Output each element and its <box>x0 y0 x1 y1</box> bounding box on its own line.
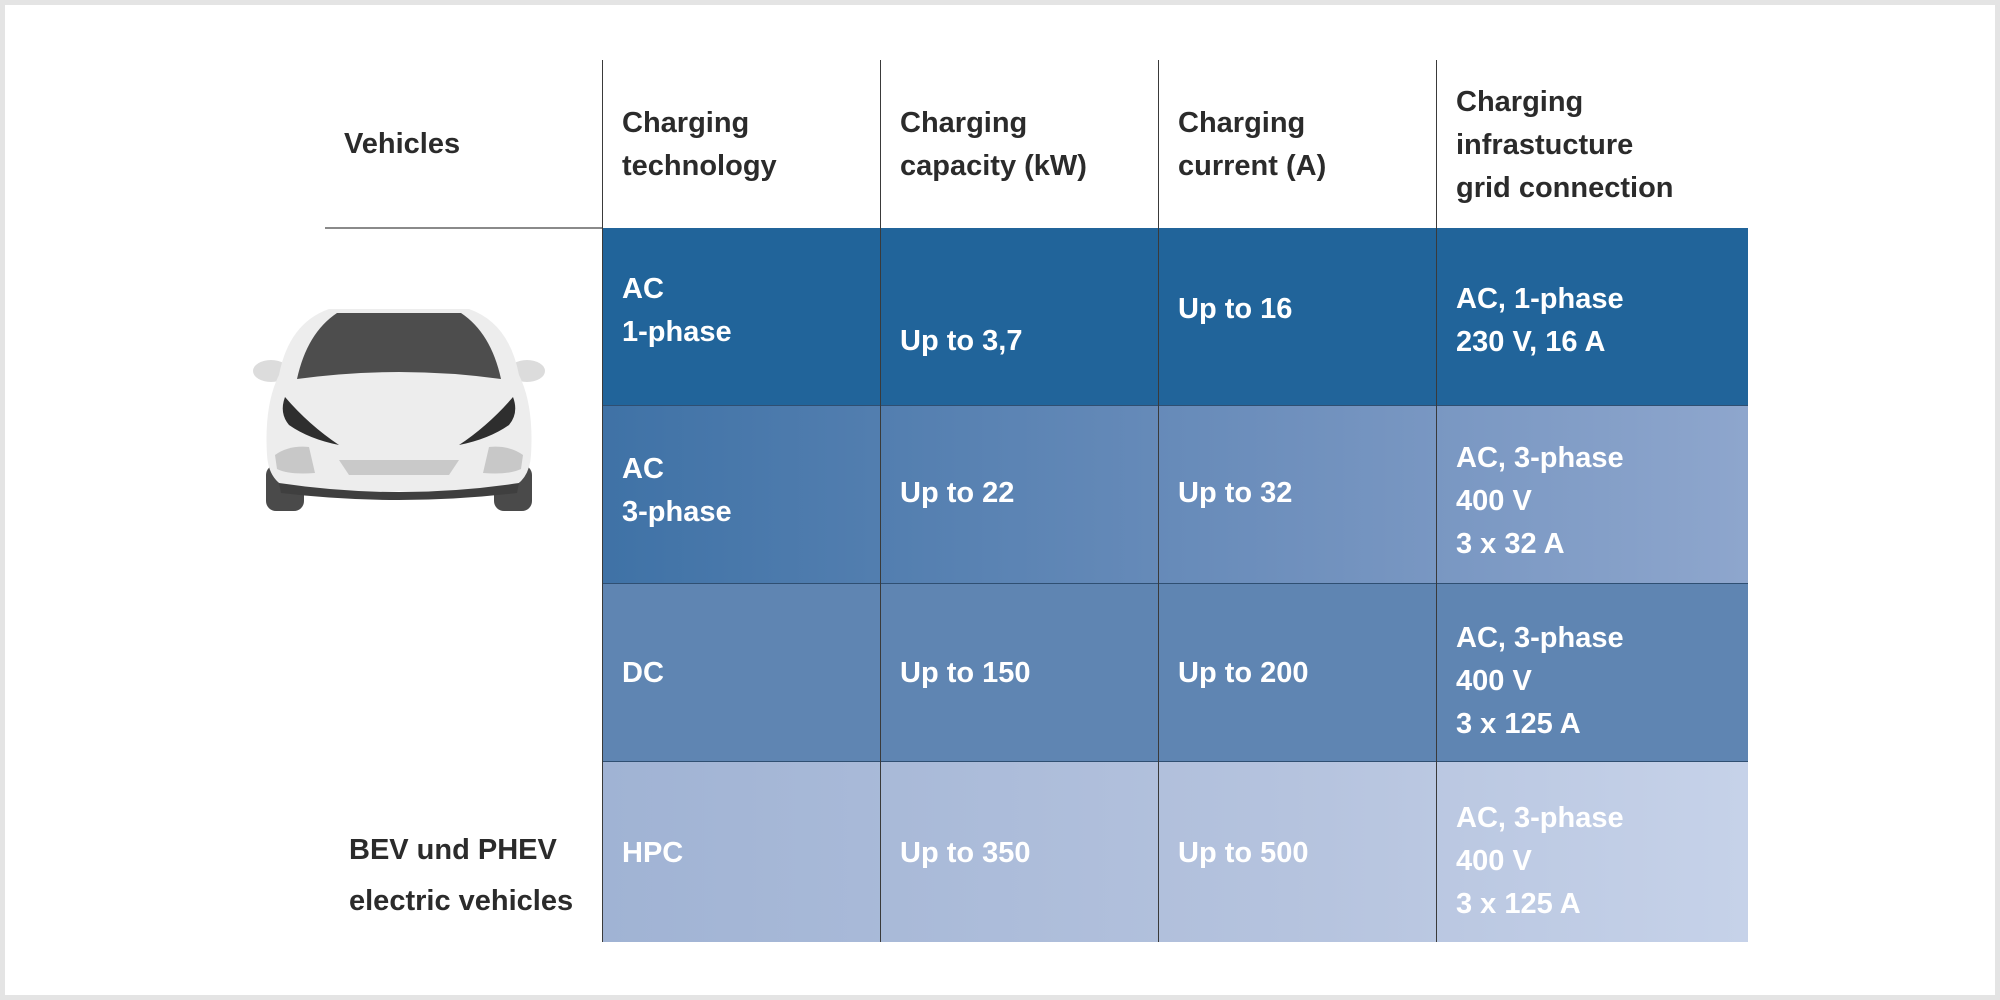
cell-grid: AC, 3-phase 400 V 3 x 125 A <box>1456 802 1624 920</box>
vehicle-type-line-1: BEV und PHEV <box>349 834 557 866</box>
car-front-icon <box>253 309 545 511</box>
header-charging-technology: Charging technology <box>622 107 777 182</box>
cell-grid: AC, 3-phase 400 V 3 x 32 A <box>1456 442 1624 560</box>
cell-current: Up to 200 <box>1178 657 1309 689</box>
cell-capacity: Up to 150 <box>900 657 1031 689</box>
cell-grid: AC, 3-phase 400 V 3 x 125 A <box>1456 622 1624 740</box>
row-ac-3-phase <box>603 406 1748 584</box>
vehicle-type-line-2: electric vehicles <box>349 885 574 917</box>
cell-technology: AC 1-phase <box>622 273 732 348</box>
row-dc <box>603 584 1748 762</box>
header-charging-current: Charging current (A) <box>1178 107 1327 182</box>
cell-current: Up to 16 <box>1178 293 1293 325</box>
vehicle-type-label: BEV und PHEV electric vehicles <box>349 825 573 927</box>
cell-technology: HPC <box>622 837 684 869</box>
cell-current: Up to 32 <box>1178 477 1293 509</box>
header-charging-capacity: Charging capacity (kW) <box>900 107 1087 182</box>
column-divider <box>880 60 881 942</box>
header-grid-connection: Charging infrastucture grid connection <box>1456 86 1674 204</box>
column-divider <box>1436 60 1437 942</box>
cell-technology: AC 3-phase <box>622 453 732 528</box>
cell-current: Up to 500 <box>1178 837 1309 869</box>
column-divider <box>1158 60 1159 942</box>
cell-capacity: Up to 22 <box>900 477 1015 509</box>
cell-capacity: Up to 350 <box>900 837 1031 869</box>
cell-grid: AC, 1-phase 230 V, 16 A <box>1456 283 1624 358</box>
cell-capacity: Up to 3,7 <box>900 325 1023 357</box>
column-divider <box>602 60 603 942</box>
header-divider <box>325 227 602 229</box>
header-vehicles: Vehicles <box>344 128 461 160</box>
table-canvas: Vehicles Charging technology Charging ca… <box>5 5 1995 995</box>
row-ac-1-phase <box>603 228 1748 406</box>
row-hpc <box>603 762 1748 942</box>
cell-technology: DC <box>622 657 664 689</box>
